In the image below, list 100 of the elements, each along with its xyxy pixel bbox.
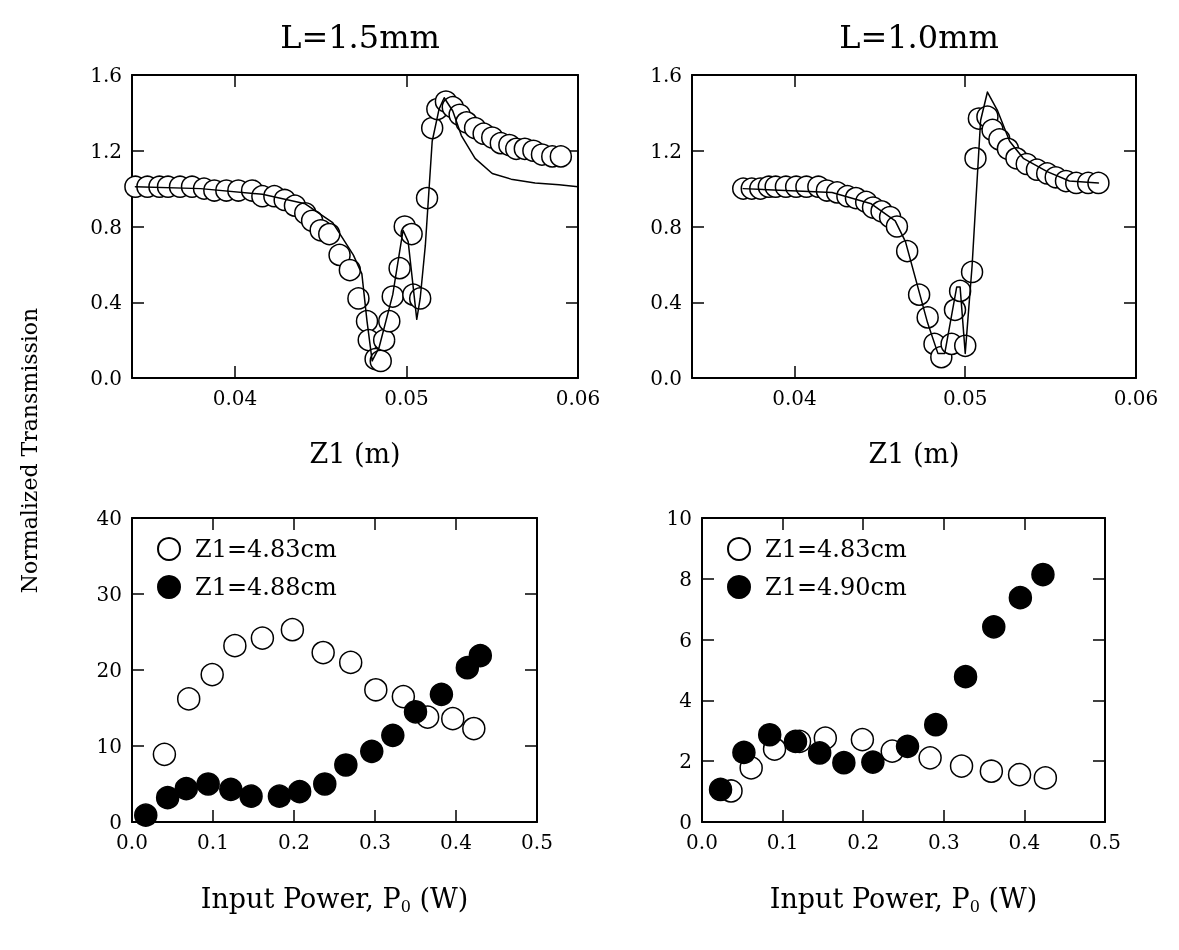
x-axis-title: Z1 (m): [868, 438, 960, 469]
point: [378, 309, 401, 333]
y-tick-label: 0.8: [90, 214, 122, 239]
chart-title: L=1.5mm: [280, 18, 440, 56]
x-tick-label: 0.3: [359, 830, 391, 854]
point: [200, 662, 224, 687]
x-tick-label: 0.4: [1008, 830, 1041, 854]
x-tick-label: 0.04: [212, 386, 258, 410]
x-tick-label: 0.1: [197, 830, 229, 854]
y-tick-label: 1.2: [90, 138, 122, 163]
point: [468, 643, 493, 668]
y-tick-label: 2: [679, 749, 692, 774]
x-tick-label: 0.06: [1113, 386, 1159, 410]
point: [287, 779, 312, 804]
point: [134, 803, 158, 827]
point: [250, 626, 275, 650]
y-tick-label: 0.0: [90, 366, 122, 390]
legend-label: Z1=4.88cm: [195, 573, 337, 601]
point: [916, 306, 939, 329]
y-tick-label: 30: [96, 582, 122, 606]
point: [334, 753, 358, 777]
y-tick-label: 1.2: [650, 138, 682, 163]
y-tick-label: 1.6: [650, 63, 682, 87]
point: [364, 678, 388, 702]
point: [338, 258, 362, 282]
point: [953, 664, 978, 689]
point: [964, 147, 987, 170]
y-tick-label: 1.6: [90, 63, 122, 87]
x-tick-label: 0.2: [847, 830, 880, 854]
point: [982, 615, 1006, 639]
y-tick-label: 20: [96, 658, 122, 682]
point: [403, 700, 428, 724]
point: [381, 723, 405, 748]
point: [152, 742, 177, 767]
y-tick-label: 4: [679, 688, 692, 713]
legend-label: Z1=4.90cm: [765, 573, 907, 601]
point: [949, 754, 974, 778]
point: [196, 772, 220, 796]
point: [832, 750, 856, 775]
point: [850, 727, 875, 752]
point: [360, 739, 384, 764]
y-tick-label: 40: [96, 506, 122, 530]
point: [807, 741, 832, 765]
point: [1008, 585, 1033, 610]
x-tick-label: 0.5: [521, 830, 553, 854]
point: [328, 243, 351, 267]
y-tick-label: 0.0: [650, 366, 682, 390]
x-tick-label: 0.06: [555, 386, 601, 410]
point: [400, 222, 423, 246]
point: [549, 145, 573, 168]
point: [267, 784, 292, 808]
point: [338, 650, 363, 675]
point: [918, 746, 942, 770]
point: [388, 256, 411, 280]
point: [219, 777, 243, 802]
x-tick-label: 0.3: [927, 830, 960, 854]
point: [415, 186, 439, 210]
point: [1033, 766, 1058, 790]
point: [311, 640, 335, 665]
point: [757, 723, 782, 747]
point: [732, 740, 756, 765]
point: [708, 777, 733, 802]
point: [429, 682, 454, 707]
point: [313, 772, 337, 796]
x-tick-label: 0.2: [278, 830, 310, 854]
point: [369, 349, 392, 373]
y-tick-label: 0.4: [650, 290, 682, 315]
legend-label: Z1=4.83cm: [765, 535, 907, 563]
x-tick-label: 0.04: [772, 386, 817, 410]
point: [1031, 562, 1055, 587]
point: [907, 283, 931, 306]
point: [280, 617, 305, 642]
point: [462, 716, 486, 741]
point: [1007, 762, 1032, 787]
point: [861, 750, 885, 774]
legend-label: Z1=4.83cm: [195, 535, 337, 563]
point: [885, 215, 909, 238]
point: [441, 706, 465, 731]
x-axis-title: Z1 (m): [309, 438, 401, 469]
point: [1087, 171, 1110, 195]
y-axis-title: Normalized Transmission: [17, 307, 43, 593]
x-tick-label: 0.05: [384, 386, 429, 410]
point: [318, 222, 341, 246]
x-tick-label: 0.4: [440, 830, 472, 854]
point: [960, 260, 984, 284]
point: [895, 239, 919, 263]
y-tick-label: 0: [679, 810, 692, 834]
point: [347, 287, 370, 310]
chart-title: L=1.0mm: [839, 18, 999, 56]
y-tick-label: 6: [679, 627, 692, 652]
point: [895, 734, 920, 759]
point: [174, 776, 199, 801]
point: [979, 759, 1004, 783]
x-tick-label: 0.05: [942, 386, 988, 410]
point: [155, 785, 180, 810]
x-tick-label: 0.5: [1089, 830, 1121, 854]
y-tick-label: 10: [666, 506, 692, 530]
point: [391, 684, 416, 709]
point: [223, 633, 247, 658]
x-tick-label: 0.1: [766, 830, 799, 854]
